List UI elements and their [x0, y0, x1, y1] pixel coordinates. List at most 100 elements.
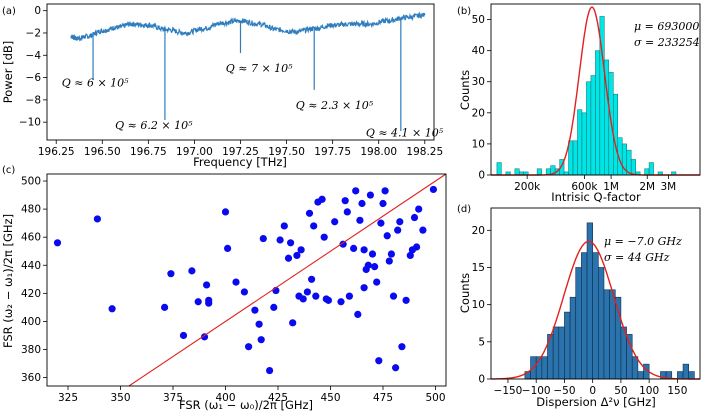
- histogram-bar-b: [648, 162, 654, 176]
- scatter-point: [371, 263, 379, 271]
- scatter-point: [188, 267, 196, 275]
- panel-d-legend-mu: μ = −7.0 GHz: [604, 235, 682, 248]
- q-factor-annotation: Q ≈ 4.1 × 10⁵: [366, 127, 444, 140]
- scatter-point: [276, 236, 284, 244]
- scatter-point: [358, 199, 366, 208]
- panel-a-xtick-label: 196.75: [130, 146, 167, 158]
- panel-b-ytick-label: 30: [472, 76, 485, 88]
- panel-b-xtick-label: 3M: [661, 181, 677, 193]
- panel-d-ytick-label: 10: [472, 299, 485, 311]
- scatter-point: [339, 240, 347, 248]
- panel-b-label: (b): [457, 6, 471, 17]
- scatter-point: [343, 208, 351, 216]
- scatter-point: [232, 278, 240, 286]
- scatter-point: [377, 219, 385, 227]
- scatter-point: [259, 234, 267, 243]
- scatter-point: [161, 303, 169, 311]
- spectrum-trace: [70, 11, 426, 42]
- scatter-point: [364, 261, 372, 269]
- histogram-bar-d: [682, 363, 690, 380]
- scatter-point: [318, 195, 326, 203]
- histogram-bar-b: [496, 162, 502, 176]
- scatter-point: [240, 288, 248, 296]
- panel-b-frame: [490, 3, 701, 176]
- scatter-point: [410, 213, 419, 222]
- scatter-point: [310, 222, 318, 230]
- scatter-point: [203, 281, 211, 289]
- fit-line-c: [128, 173, 447, 387]
- panel-a-ytick-label: −4: [26, 50, 42, 62]
- histogram-bar-b: [630, 159, 636, 176]
- scatter-point: [312, 292, 320, 300]
- panel-a-xlabel: Frequency [THz]: [193, 155, 287, 169]
- panel-a-ytick-label: −8: [26, 94, 41, 106]
- scatter-point: [221, 208, 230, 216]
- scatter-point: [360, 246, 368, 254]
- scatter-point: [406, 251, 414, 260]
- histogram-bar-b: [568, 140, 574, 176]
- histogram-bar-b: [563, 171, 569, 176]
- panel-c-ytick-label: 380: [21, 344, 41, 356]
- scatter-point: [93, 215, 101, 223]
- scatter-point: [360, 284, 368, 292]
- panel-b-xlabel: Intrisic Q-factor: [551, 190, 641, 204]
- scatter-point: [356, 216, 364, 224]
- panel-b-ytick-label: 50: [472, 14, 485, 26]
- panel-d-xtick-label: −150: [494, 385, 523, 397]
- scatter-point: [413, 243, 421, 251]
- scatter-point: [167, 270, 175, 278]
- q-factor-annotation: Q ≈ 2.3 × 10⁵: [296, 99, 374, 112]
- histogram-bar-d: [541, 356, 548, 380]
- panel-d-xtick-label: 0: [589, 385, 596, 397]
- panel-d-xlabel: Dispersion Δ²ν [GHz]: [536, 395, 655, 409]
- panel-c-ytick-label: 400: [21, 316, 41, 328]
- panel-a-xtick-label: 196.25: [38, 146, 75, 158]
- scatter-point: [324, 296, 332, 304]
- panel-a: (a) Q ≈ 6 × 10⁵ Q ≈ 6.2 × 10⁵ Q ≈ 7 × 10⁵ Q…: [1, 3, 444, 169]
- panel-b-legend-sigma: σ = 233254: [634, 36, 700, 49]
- scatter-point: [293, 251, 301, 260]
- histogram-bar-b: [577, 109, 583, 176]
- scatter-point: [251, 306, 259, 314]
- panel-c-ytick-label: 460: [21, 232, 41, 244]
- panel-a-xtick-label: 196.50: [84, 146, 121, 158]
- scatter-point: [375, 357, 383, 365]
- histogram-bar-d: [603, 289, 610, 380]
- scatter-point: [341, 197, 349, 205]
- scatter-point: [385, 257, 393, 265]
- scatter-point: [284, 254, 293, 262]
- panel-a-label: (a): [2, 6, 16, 17]
- scatter-point: [299, 295, 307, 303]
- scatter-point: [429, 185, 437, 194]
- histogram-bar-b: [586, 81, 592, 176]
- q-factor-annotation: Q ≈ 6.2 × 10⁵: [115, 119, 193, 132]
- scatter-point: [387, 250, 395, 258]
- scatter-point: [205, 296, 213, 304]
- panel-c-frame: [46, 173, 447, 387]
- panel-a-xtick-label: 197.25: [222, 146, 259, 158]
- scatter-point: [305, 209, 314, 217]
- scatter-point: [224, 244, 232, 253]
- histogram-bar-d: [558, 326, 565, 380]
- panel-a-xtick-label: 197.50: [268, 146, 305, 158]
- panel-d-xtick-label: 50: [614, 385, 627, 397]
- panel-d-ytick-label: 0: [478, 374, 485, 386]
- panel-a-xtick-label: 198.00: [360, 146, 397, 158]
- panel-d-ytick-label: 20: [472, 225, 485, 237]
- scatter-point: [245, 343, 253, 351]
- panel-c-xtick-label: 325: [58, 392, 78, 404]
- scatter-point: [379, 199, 387, 208]
- panel-c-ytick-label: 500: [21, 176, 41, 188]
- panel-c: (c) 325 350 375 400 425 450 475 500 360 380 400 42…: [1, 165, 447, 412]
- panel-c-ylabel: FSR (ω₂ − ω₁)/2π [GHz]: [1, 214, 15, 348]
- panel-a-xtick-label: 198.25: [406, 146, 443, 158]
- panel-c-ytick-label: 420: [21, 288, 41, 300]
- panel-a-xtick-label: 197.75: [314, 146, 351, 158]
- panel-c-xtick-label: 500: [425, 392, 445, 404]
- scatter-point: [200, 333, 209, 341]
- panel-c-label: (c): [2, 165, 15, 176]
- scatter-point: [337, 298, 345, 306]
- scatter-point: [415, 205, 423, 213]
- histogram-bar-d: [609, 289, 616, 380]
- panel-c-xtick-label: 350: [110, 392, 130, 404]
